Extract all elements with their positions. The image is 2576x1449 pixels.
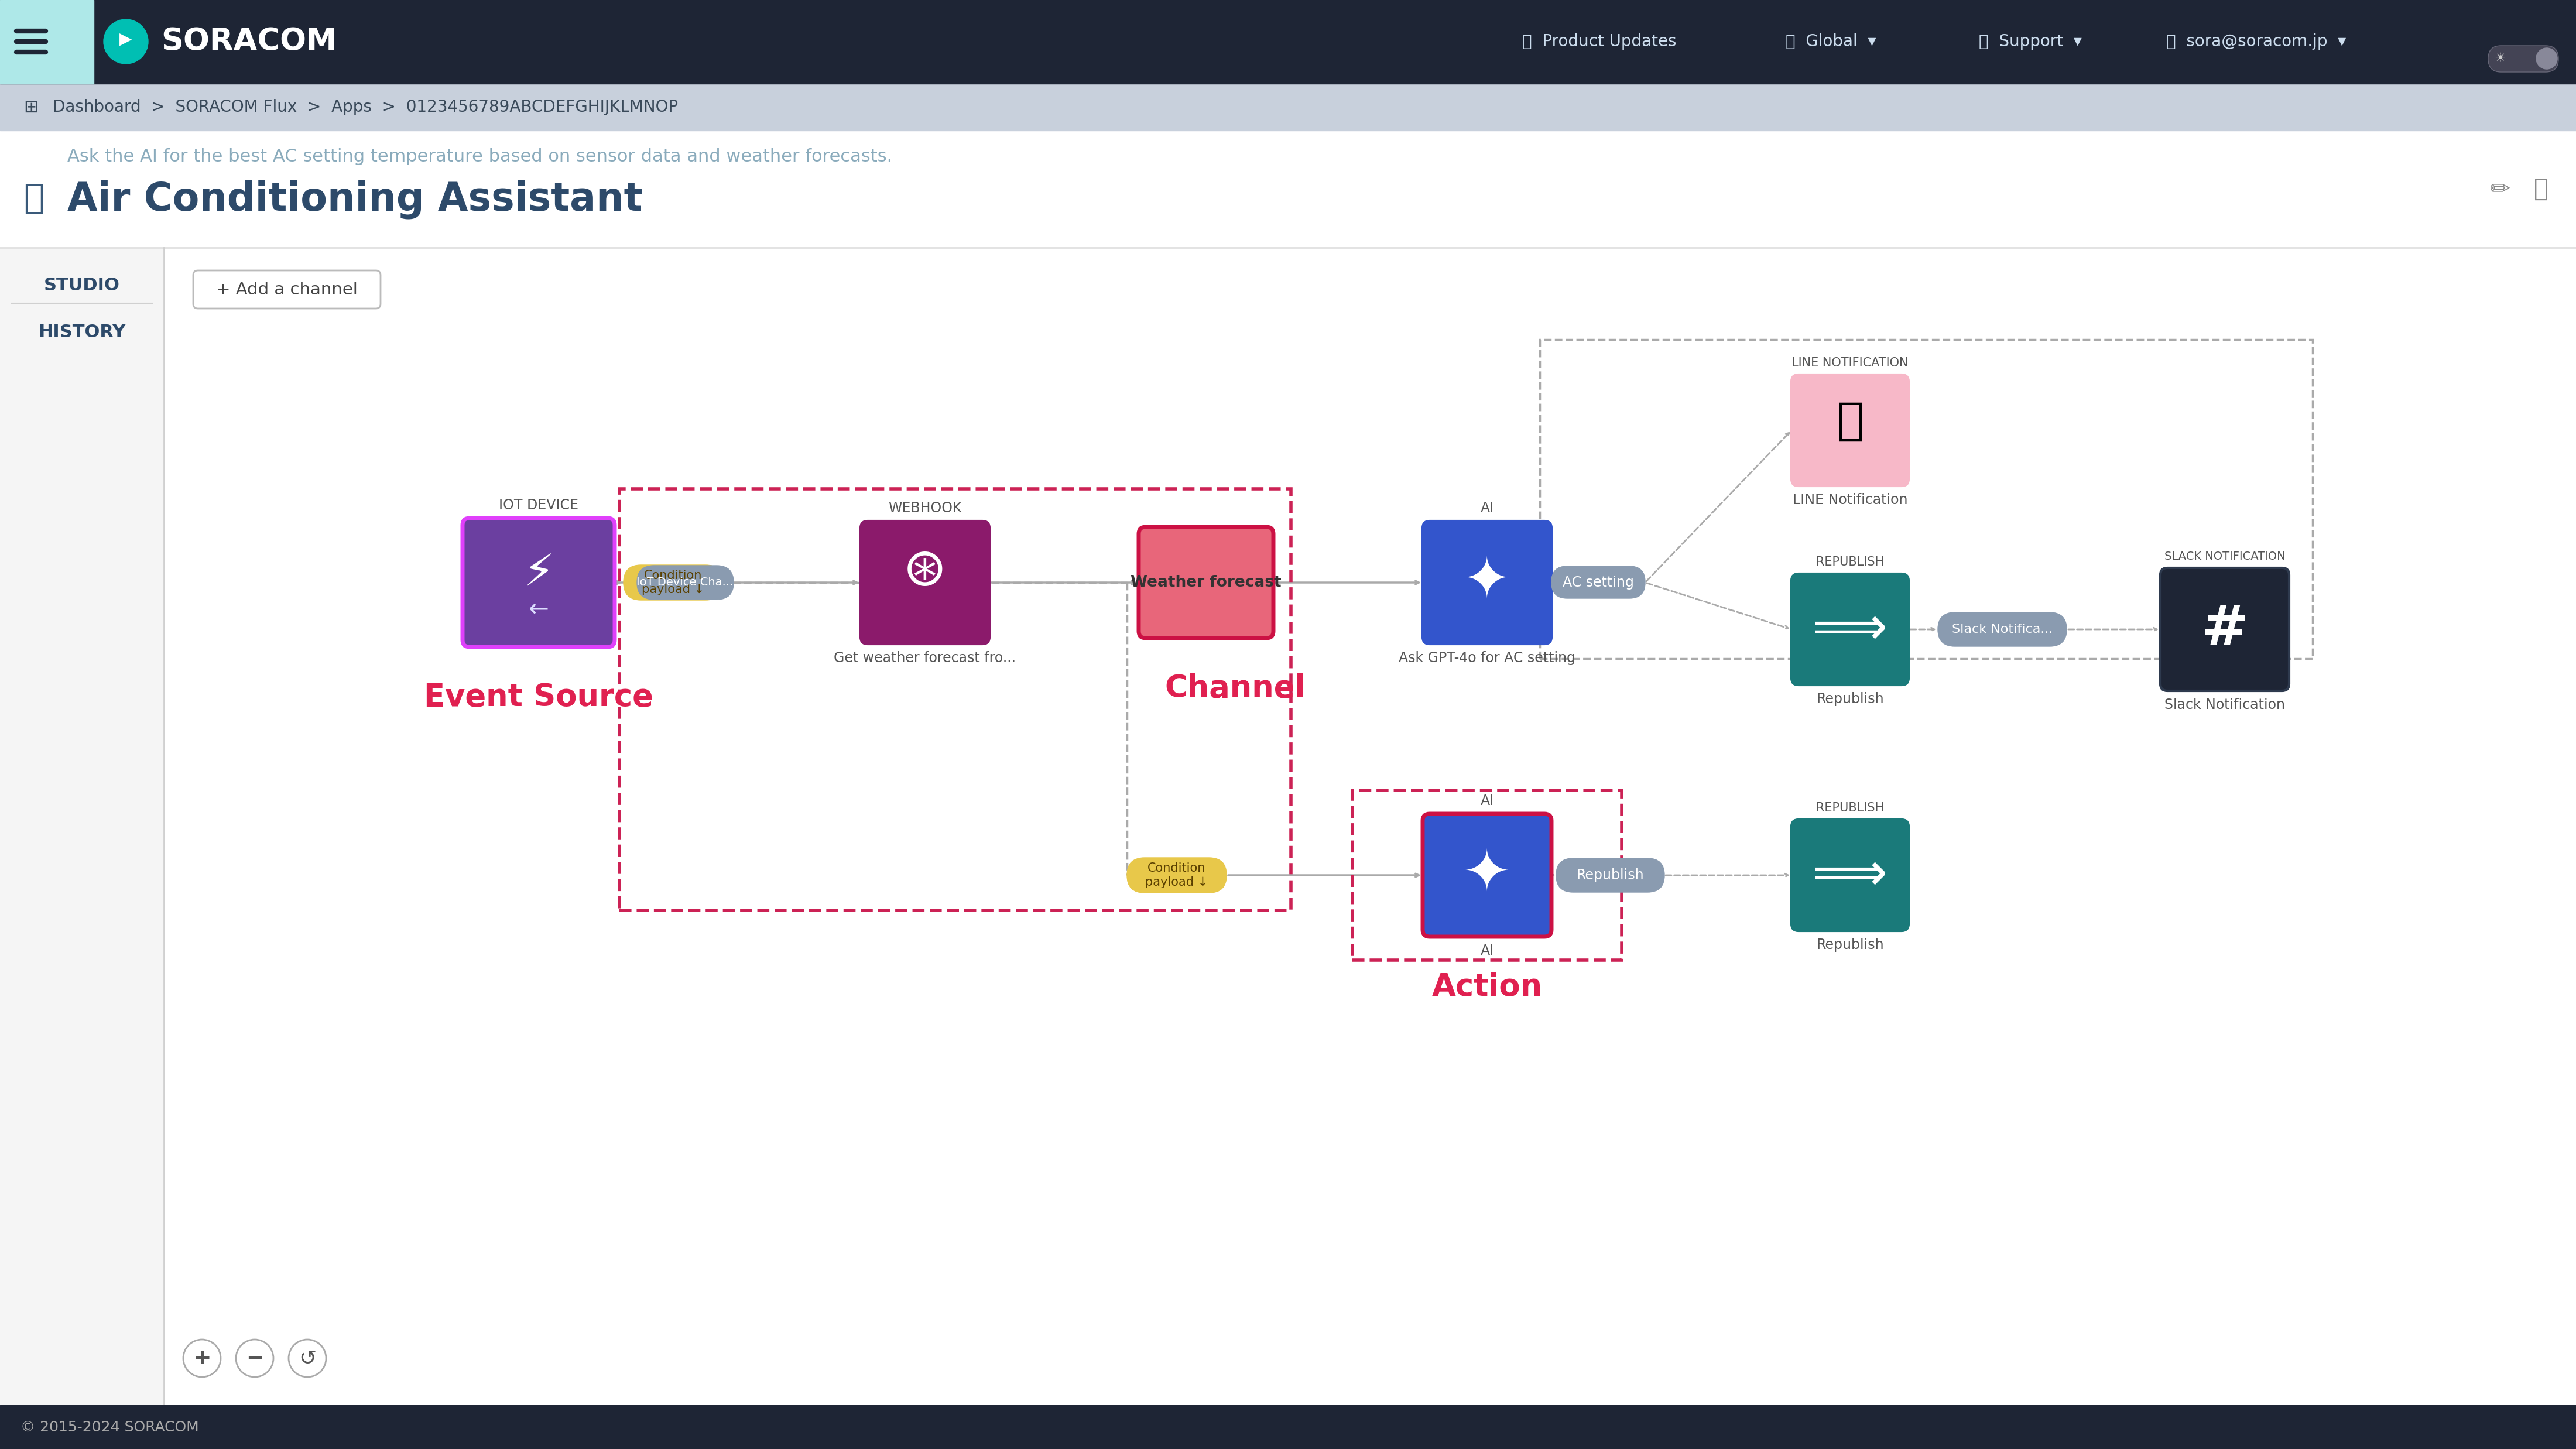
FancyBboxPatch shape <box>464 519 616 646</box>
FancyBboxPatch shape <box>1790 820 1909 930</box>
Text: LINE NOTIFICATION: LINE NOTIFICATION <box>1793 356 1909 369</box>
Text: REPUBLISH: REPUBLISH <box>1816 803 1883 814</box>
FancyBboxPatch shape <box>1422 522 1551 643</box>
Text: ⟹: ⟹ <box>1811 604 1888 655</box>
Text: ⊞: ⊞ <box>23 99 39 116</box>
Text: Channel: Channel <box>1164 674 1306 704</box>
Text: Ask the AI for the best AC setting temperature based on sensor data and weather : Ask the AI for the best AC setting tempe… <box>67 148 891 165</box>
Text: ✦: ✦ <box>1463 555 1512 610</box>
Bar <box>0 0 93 84</box>
Text: ▶: ▶ <box>118 30 131 48</box>
FancyBboxPatch shape <box>1422 814 1551 936</box>
Text: Event Source: Event Source <box>425 682 654 713</box>
Bar <box>0 248 165 1406</box>
Text: AI: AI <box>1481 943 1494 958</box>
FancyBboxPatch shape <box>2161 568 2290 691</box>
Text: + Add a channel: + Add a channel <box>216 281 358 298</box>
Text: Republish: Republish <box>1816 938 1883 952</box>
Text: +: + <box>193 1349 211 1368</box>
Text: Action: Action <box>1432 972 1543 1003</box>
Text: ⟹: ⟹ <box>1811 849 1888 901</box>
FancyBboxPatch shape <box>1128 858 1226 893</box>
Text: Slack Notification: Slack Notification <box>2164 698 2285 711</box>
Text: ⑂: ⑂ <box>23 181 44 214</box>
Text: ⊛: ⊛ <box>902 545 948 597</box>
FancyBboxPatch shape <box>636 565 734 600</box>
Text: Get weather forecast fro...: Get weather forecast fro... <box>835 651 1015 665</box>
Bar <box>0 1406 2576 1449</box>
Text: 🛡  Support  ▾: 🛡 Support ▾ <box>1978 33 2081 49</box>
Text: Slack Notifica...: Slack Notifica... <box>1953 623 2053 635</box>
Text: ✦: ✦ <box>1463 848 1512 903</box>
Text: WEBHOOK: WEBHOOK <box>889 501 961 516</box>
FancyBboxPatch shape <box>623 565 724 600</box>
Text: Republish: Republish <box>1577 868 1643 882</box>
Text: ✏: ✏ <box>2488 177 2509 201</box>
FancyBboxPatch shape <box>1790 574 1909 685</box>
Text: 🗑: 🗑 <box>2535 177 2548 201</box>
Text: SORACOM: SORACOM <box>160 26 337 57</box>
Text: AI: AI <box>1481 501 1494 516</box>
Bar <box>618 488 1291 910</box>
FancyBboxPatch shape <box>1790 375 1909 485</box>
Text: Air Conditioning Assistant: Air Conditioning Assistant <box>67 180 641 219</box>
Text: 👤  sora@soracom.jp  ▾: 👤 sora@soracom.jp ▾ <box>2166 33 2347 49</box>
Text: −: − <box>245 1349 263 1368</box>
Text: Republish: Republish <box>1816 693 1883 706</box>
Text: ↺: ↺ <box>299 1349 317 1368</box>
Text: LINE Notification: LINE Notification <box>1793 493 1909 507</box>
Text: ←: ← <box>528 597 549 622</box>
Text: REPUBLISH: REPUBLISH <box>1816 556 1883 568</box>
Text: Ask GPT-4o for AC setting: Ask GPT-4o for AC setting <box>1399 651 1577 665</box>
FancyBboxPatch shape <box>860 522 989 643</box>
Text: SLACK NOTIFICATION: SLACK NOTIFICATION <box>2164 551 2285 562</box>
Text: 🌐  Global  ▾: 🌐 Global ▾ <box>1785 33 1875 49</box>
FancyBboxPatch shape <box>1551 567 1646 598</box>
FancyBboxPatch shape <box>1139 527 1273 638</box>
Text: 🔔  Product Updates: 🔔 Product Updates <box>1522 33 1677 49</box>
Circle shape <box>2537 48 2558 70</box>
Text: Weather forecast: Weather forecast <box>1131 575 1280 590</box>
FancyBboxPatch shape <box>2488 46 2558 72</box>
Text: 🔔: 🔔 <box>1837 400 1862 443</box>
Text: ☀: ☀ <box>2494 52 2506 64</box>
Text: #: # <box>2200 603 2249 656</box>
Bar <box>1540 339 2313 659</box>
FancyBboxPatch shape <box>1556 858 1664 893</box>
FancyBboxPatch shape <box>1937 613 2066 646</box>
Text: ⚡: ⚡ <box>523 552 554 596</box>
Text: IOT DEVICE: IOT DEVICE <box>500 498 580 513</box>
Text: Condition
payload ↓: Condition payload ↓ <box>1146 862 1208 888</box>
Text: AI: AI <box>1481 794 1494 809</box>
Bar <box>0 0 2576 84</box>
Text: © 2015-2024 SORACOM: © 2015-2024 SORACOM <box>21 1420 198 1435</box>
Text: IoT Device Cha...: IoT Device Cha... <box>636 577 734 588</box>
Text: Dashboard  >  SORACOM Flux  >  Apps  >  0123456789ABCDEFGHIJKLMNOP: Dashboard > SORACOM Flux > Apps > 012345… <box>52 99 677 116</box>
Text: HISTORY: HISTORY <box>39 325 126 341</box>
Bar <box>0 84 2576 130</box>
Circle shape <box>103 19 149 64</box>
FancyBboxPatch shape <box>193 271 381 309</box>
Bar <box>1352 790 1623 961</box>
Text: Condition
payload ↓: Condition payload ↓ <box>641 569 706 596</box>
Text: STUDIO: STUDIO <box>44 277 121 294</box>
Text: AC setting: AC setting <box>1564 575 1633 590</box>
